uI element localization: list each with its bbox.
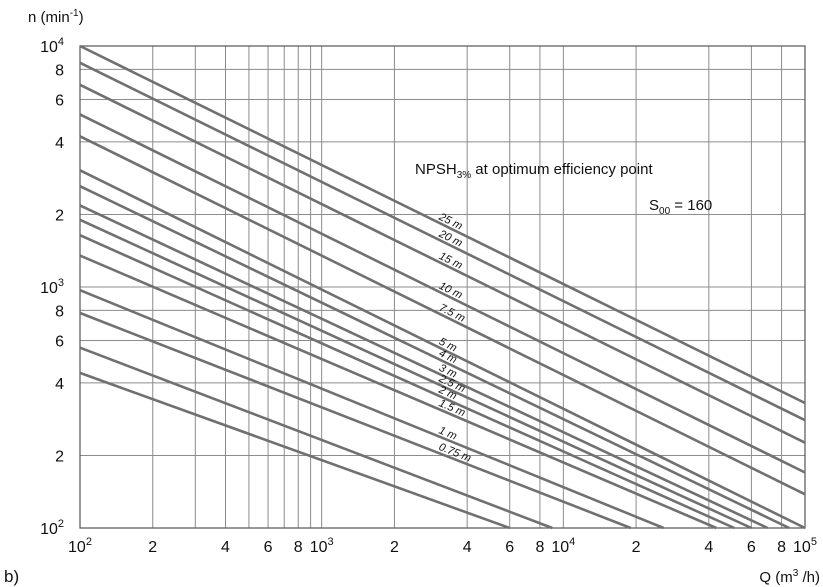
x-tick-label: 4: [463, 539, 472, 556]
x-tick-label: 4: [704, 539, 713, 556]
panel-label: b): [4, 567, 19, 586]
y-tick-label: 4: [55, 376, 64, 393]
tick-layer: 102 2 4 6 8 103 2 4 6 8 104 2 4 6 8 105 102 2 4 6 8 103 2 4 6 8 10…: [40, 36, 817, 556]
x-axis-label: Q (m3 /h): [759, 568, 820, 586]
npsh-curve-15-m: [79, 83, 806, 444]
y-tick-label: 8: [55, 303, 64, 320]
y-tick-label: 4: [55, 135, 64, 152]
y-tick-label: 6: [55, 333, 64, 350]
x-tick-label: 6: [747, 539, 756, 556]
plot-frame: [79, 45, 806, 529]
x-tick-label: 103: [310, 536, 334, 556]
x-tick-label: 6: [264, 539, 273, 556]
npsh-curve-1-m: [79, 288, 665, 530]
npsh-curve-unlabeled-14: [79, 371, 511, 530]
x-tick-label: 6: [505, 539, 514, 556]
x-tick-label: 105: [793, 536, 817, 556]
text-layer: n (min-1) Q (m3 /h) b) NPSH3% at optimum ef…: [4, 8, 820, 586]
x-tick-label: 8: [294, 539, 303, 556]
npsh-curve-1-5-m: [79, 254, 717, 530]
npsh-annotation: NPSH3% at optimum efficiency point: [415, 161, 653, 181]
npsh-curve-5-m: [79, 169, 806, 530]
x-tick-label: 102: [68, 536, 92, 556]
npsh-curve-3-m: [79, 204, 769, 530]
npsh-curve-25-m: [79, 44, 806, 405]
npsh-curve-7-5-m: [79, 135, 806, 496]
y-tick-label: 2: [55, 448, 64, 465]
x-tick-label: 2: [148, 539, 157, 556]
npsh-curve-unlabeled-13: [79, 346, 553, 530]
npsh-curve-10-m: [79, 113, 806, 474]
x-tick-label: 2: [390, 539, 399, 556]
y-tick-label: 6: [55, 92, 64, 109]
x-tick-label: 2: [632, 539, 641, 556]
x-tick-label: 8: [535, 539, 544, 556]
curve-label: 1 m: [437, 425, 459, 443]
curve-layer: [79, 44, 806, 530]
y-tick-label: 102: [40, 518, 64, 538]
y-axis-label: n (min-1): [28, 8, 84, 26]
npsh-curve-2-m: [79, 234, 735, 530]
y-tick-label: 103: [40, 277, 64, 297]
y-tick-label: 2: [55, 207, 64, 224]
y-tick-label: 104: [40, 36, 64, 56]
npsh-curve-0-75-m: [79, 311, 632, 530]
suction-specific-speed: S00 = 160: [649, 197, 712, 217]
x-tick-label: 104: [551, 536, 575, 556]
x-tick-label: 8: [777, 539, 786, 556]
npsh-curve-2-5-m: [79, 218, 752, 530]
npsh-curve-4-m: [79, 185, 790, 530]
y-tick-label: 8: [55, 62, 64, 79]
npsh-curve-20-m: [79, 61, 806, 422]
x-tick-label: 4: [221, 539, 230, 556]
